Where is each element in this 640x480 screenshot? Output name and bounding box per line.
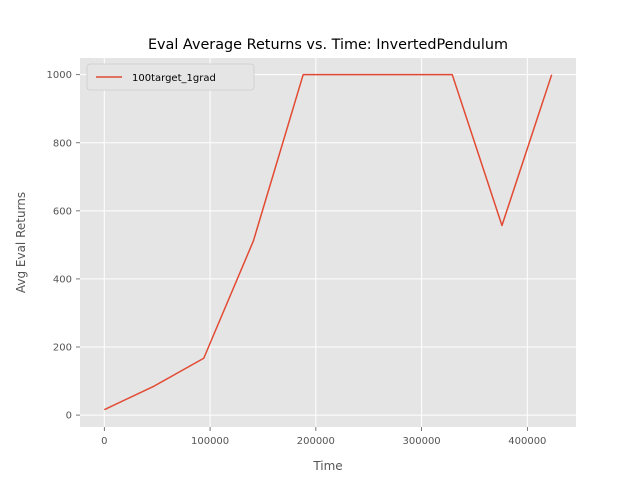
y-tick-label: 800 xyxy=(53,138,72,149)
x-axis: 0 100000 200000 300000 400000 xyxy=(101,427,546,447)
series-layer xyxy=(103,73,553,411)
x-tick-label: 200000 xyxy=(297,436,335,447)
x-tick-label: 0 xyxy=(101,436,107,447)
y-tick-label: 1000 xyxy=(47,70,72,81)
y-axis-title: Avg Eval Returns xyxy=(14,192,28,293)
legend: 100target_1grad xyxy=(86,63,255,91)
x-tick-label: 400000 xyxy=(508,436,546,447)
y-axis: 0 200 400 600 800 1000 xyxy=(47,70,80,422)
x-tick-label: 300000 xyxy=(403,436,441,447)
chart-title: Eval Average Returns vs. Time: InvertedP… xyxy=(148,37,508,53)
legend-label: 100target_1grad xyxy=(132,73,216,84)
y-tick-label: 0 xyxy=(66,411,72,422)
plot-area xyxy=(80,58,576,427)
series-line xyxy=(103,73,553,411)
x-tick-label: 100000 xyxy=(191,436,229,447)
legend-frame xyxy=(86,63,255,91)
x-axis-title: Time xyxy=(312,459,342,473)
y-tick-label: 600 xyxy=(53,206,72,217)
y-tick-label: 400 xyxy=(53,274,72,285)
y-tick-label: 200 xyxy=(53,343,72,354)
